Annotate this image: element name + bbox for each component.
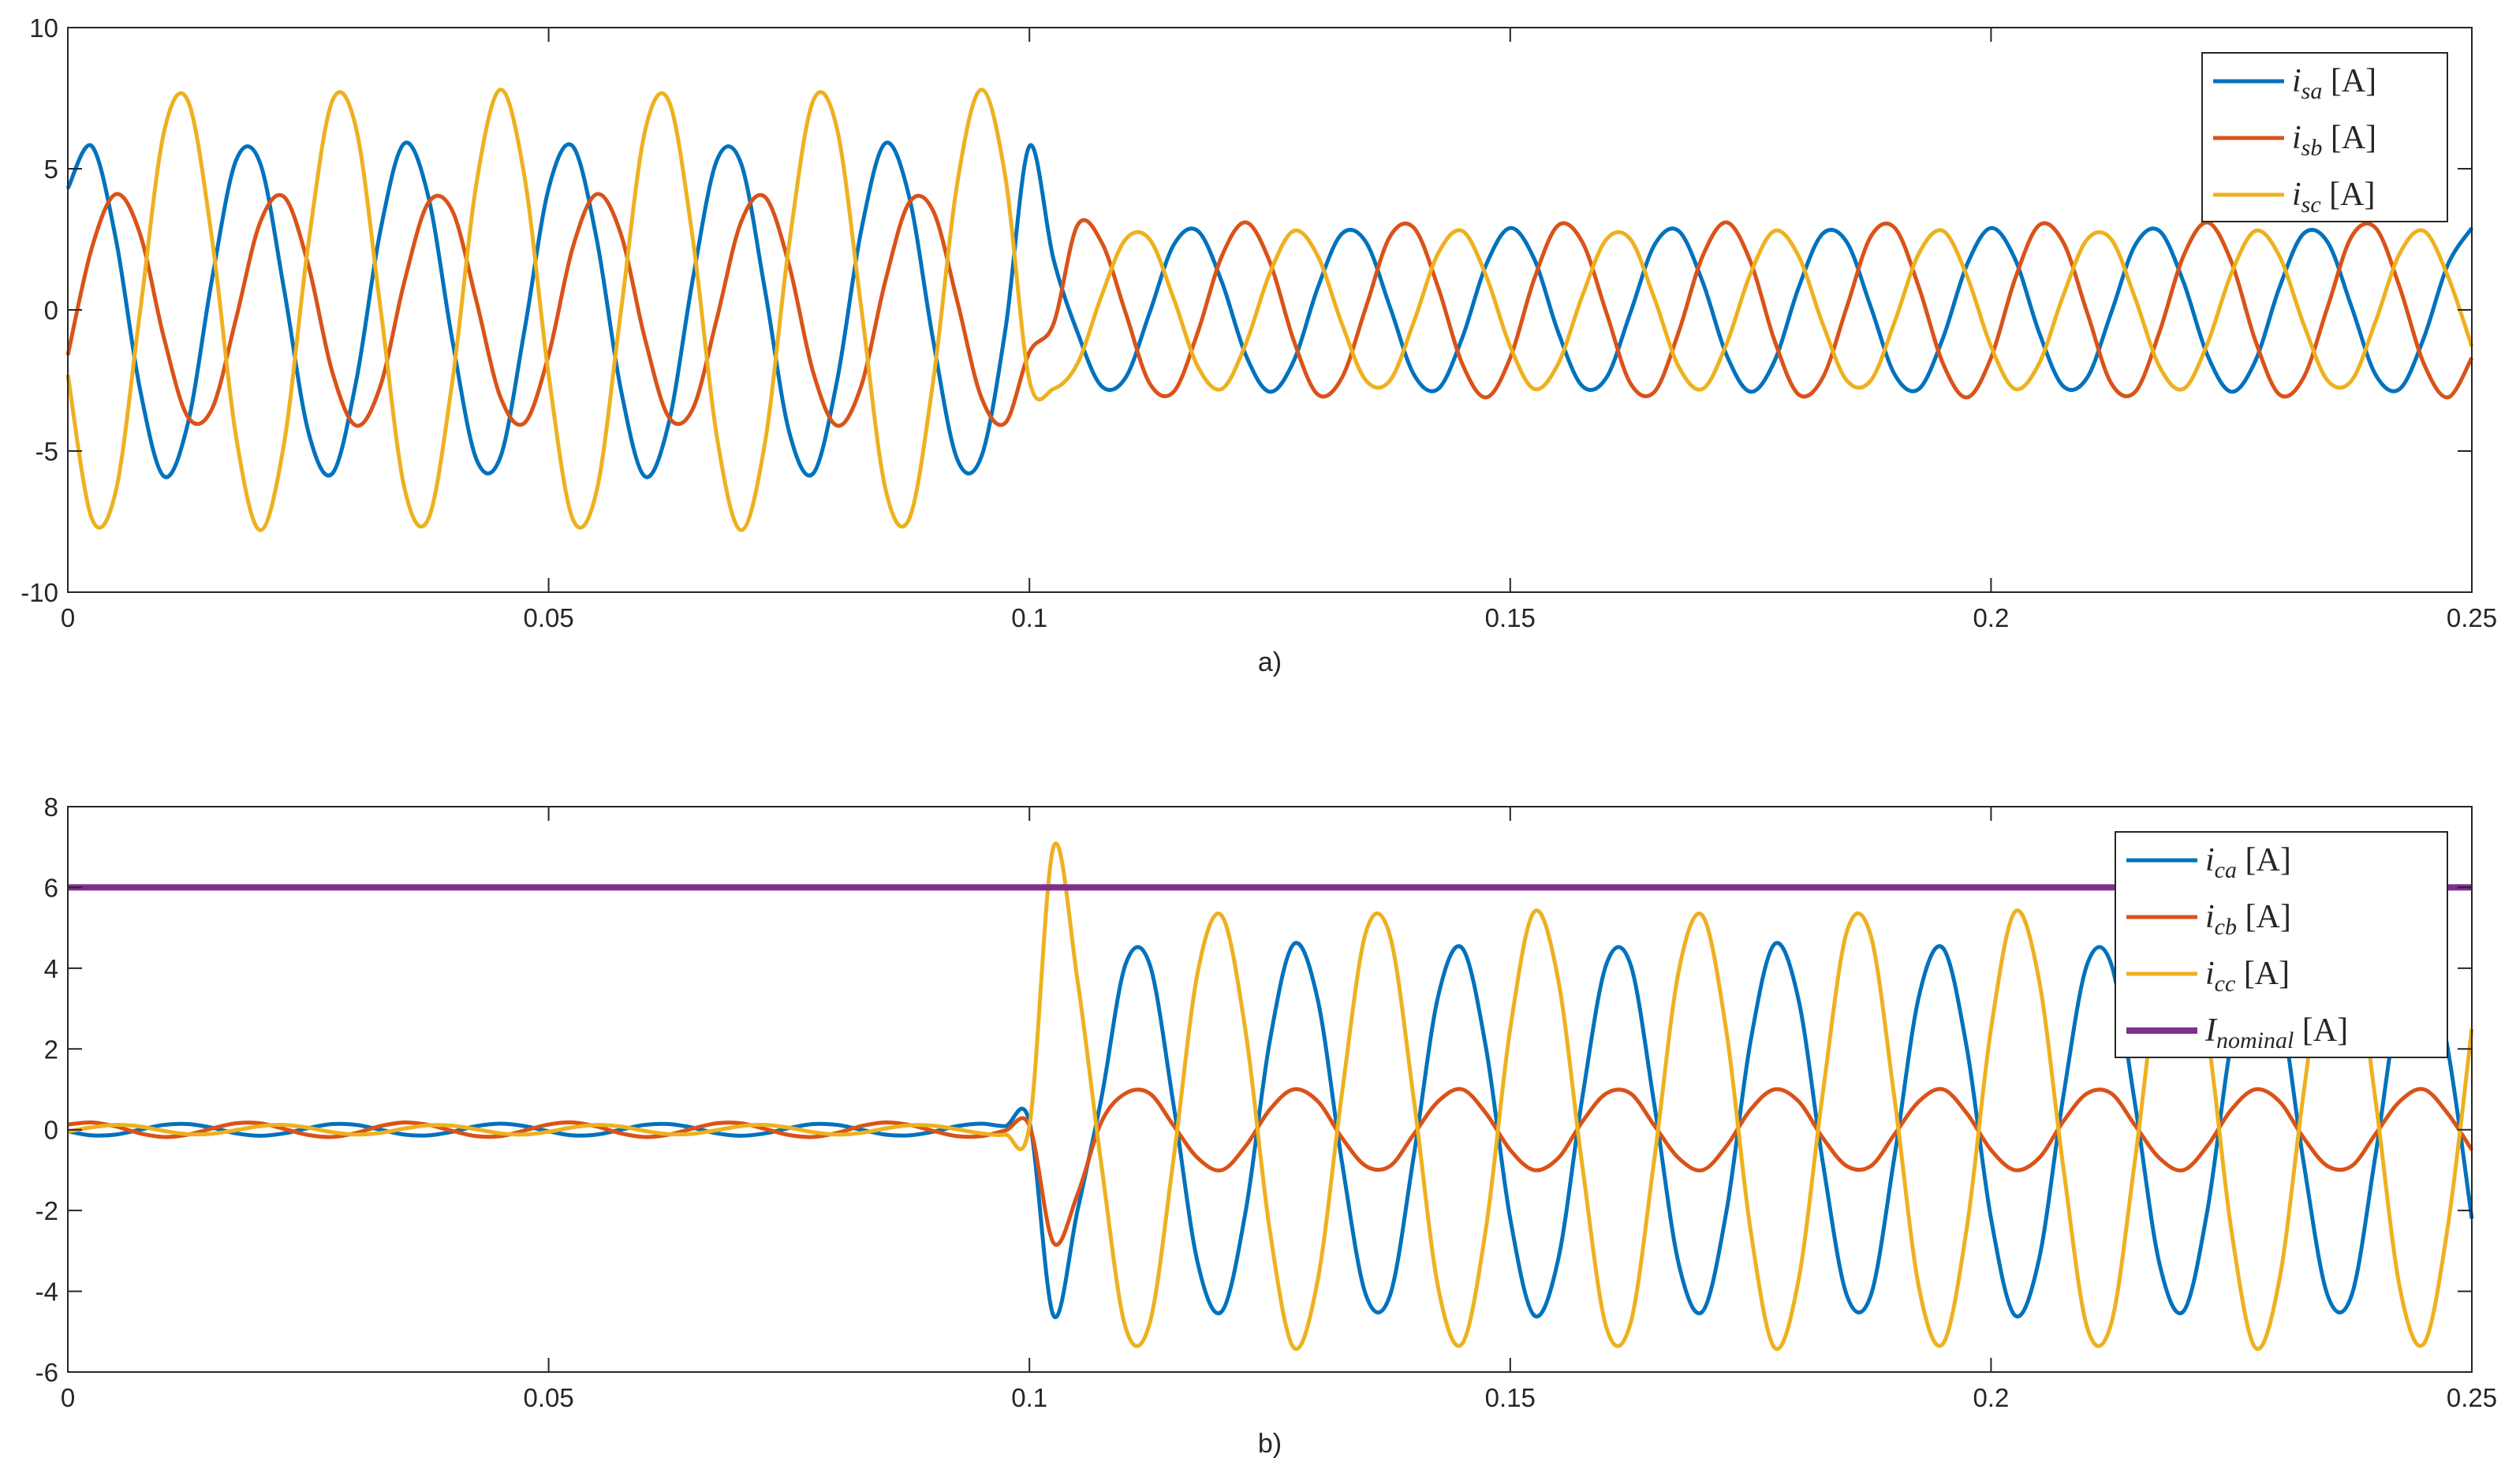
data-line	[65, 140, 2474, 479]
legend-label: isa [A]	[2292, 63, 2376, 104]
legend-label: isc [A]	[2292, 177, 2375, 218]
x-tick-label: 0.05	[523, 603, 573, 632]
legend: ica [A] icb [A] icc [A] Inominal [A]	[2115, 831, 2448, 1058]
x-tick-label: 0.1	[1011, 1383, 1047, 1412]
x-tick-label: 0.1	[1011, 603, 1047, 632]
plot-area	[68, 28, 2472, 592]
x-tick-label: 0	[61, 1383, 75, 1412]
data-line	[65, 88, 2474, 532]
x-tick-label: 0	[61, 603, 75, 632]
legend: isa [A] isb [A] isc [A]	[2201, 52, 2448, 222]
legend-label: icb [A]	[2205, 899, 2291, 940]
y-tick-label: -4	[35, 1277, 58, 1307]
axes-box	[67, 806, 2473, 1373]
x-tick-label: 0.2	[1973, 603, 2009, 632]
caption: b)	[1258, 1429, 1282, 1459]
x-tick-label: 0.25	[2447, 603, 2497, 632]
x-tick-label: 0.25	[2447, 1383, 2497, 1412]
legend-box	[2115, 831, 2448, 1058]
legend-label: ica [A]	[2205, 842, 2291, 883]
y-tick-label: -2	[35, 1196, 58, 1225]
y-tick-label: -6	[35, 1358, 58, 1387]
legend-label: isb [A]	[2292, 120, 2376, 161]
legend-label: Inominal [A]	[2204, 1012, 2348, 1053]
y-tick-label: 5	[44, 155, 58, 184]
y-tick-label: 6	[44, 873, 58, 902]
y-tick-label: -5	[35, 437, 58, 466]
x-tick-label: 0.15	[1485, 603, 1536, 632]
x-tick-label: 0.2	[1973, 1383, 2009, 1412]
y-tick-label: 2	[44, 1035, 58, 1064]
plot-area	[68, 807, 2472, 1372]
y-tick-label: -10	[21, 578, 58, 607]
y-tick-label: 0	[44, 296, 58, 325]
y-tick-label: 10	[29, 13, 58, 43]
x-tick-label: 0.05	[523, 1383, 573, 1412]
y-tick-label: 0	[44, 1116, 58, 1145]
legend-label: icc [A]	[2205, 956, 2290, 997]
data-line	[65, 192, 2474, 428]
data-line	[67, 841, 2474, 1352]
x-tick-label: 0.15	[1485, 1383, 1536, 1412]
caption: a)	[1258, 647, 1282, 677]
y-tick-label: 8	[44, 792, 58, 822]
subplot: 0 0.05 0.1 0.15 0.2 0.25 -10 -5 0 5 10 a) isa [A] isb…	[21, 13, 2497, 677]
y-tick-label: 4	[44, 954, 58, 983]
